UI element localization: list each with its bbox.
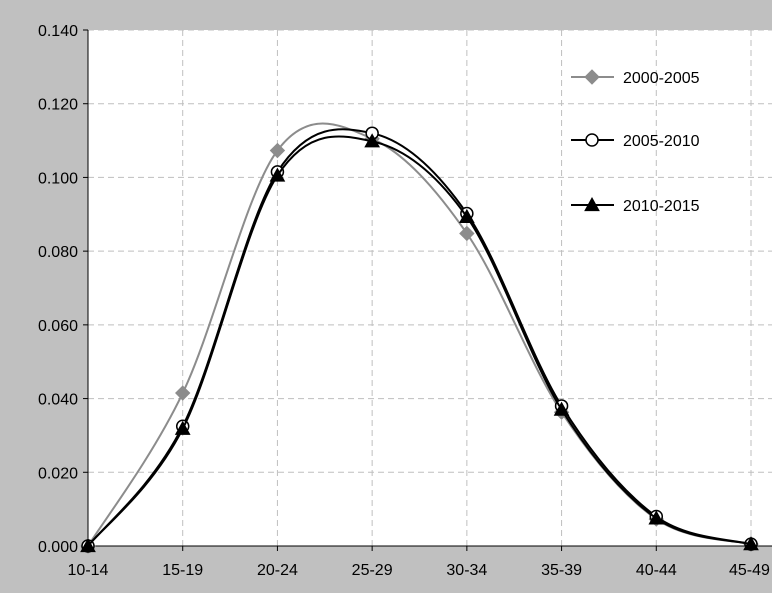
legend-label: 2005-2010: [623, 133, 700, 150]
data-point: [269, 142, 286, 159]
data-point: [174, 420, 191, 435]
legend-label: 2010-2015: [623, 198, 700, 215]
data-point: [364, 133, 380, 148]
data-point: [80, 537, 96, 553]
series-2010-2015: [80, 133, 759, 553]
x-tick-label: 10-14: [68, 562, 109, 579]
x-tick-label: 45-49: [729, 562, 770, 579]
data-point: [459, 208, 475, 223]
data-point: [269, 167, 286, 182]
legend-item: 2000-2005: [571, 69, 700, 87]
data-point: [459, 225, 475, 242]
legend-item: 2010-2015: [571, 196, 700, 215]
x-tick-label: 30-34: [446, 562, 487, 579]
x-tick-label: 25-29: [352, 562, 393, 579]
y-tick-label: 0.140: [38, 23, 78, 40]
data-point: [648, 510, 665, 525]
y-tick-label: 0.120: [38, 97, 78, 114]
plot-area: [88, 30, 772, 546]
series-group: [80, 122, 759, 554]
series-line: [87, 128, 752, 547]
x-tick-label: 35-39: [541, 562, 582, 579]
data-point: [743, 536, 759, 551]
legend-marker: [585, 133, 599, 147]
grid: [88, 29, 772, 546]
legend: 2000-2005 2005-2010 2010-2015: [571, 69, 700, 215]
y-tick-label: 0.080: [38, 244, 78, 261]
x-tick-label: 40-44: [636, 562, 677, 579]
y-tick-label: 0.100: [38, 170, 78, 187]
axes: 0.000 0.020 0.040 0.060 0.080 0.100 0.120 0.140…: [38, 23, 772, 579]
legend-item: 2005-2010: [571, 133, 700, 150]
series-line: [87, 135, 752, 547]
y-tick-label: 0.020: [38, 465, 78, 482]
data-point: [553, 401, 570, 416]
y-tick-label: 0.000: [38, 539, 78, 556]
legend-marker: [584, 69, 600, 85]
legend-marker: [584, 196, 600, 212]
y-tick-label: 0.040: [38, 392, 78, 409]
y-tick-label: 0.060: [38, 318, 78, 335]
x-tick-label: 20-24: [257, 562, 298, 579]
x-tick-label: 15-19: [162, 562, 203, 579]
legend-label: 2000-2005: [623, 70, 700, 87]
data-point: [175, 385, 191, 401]
